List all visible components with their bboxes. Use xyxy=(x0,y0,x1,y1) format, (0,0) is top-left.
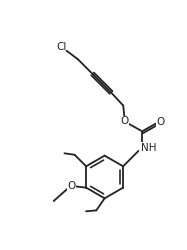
Text: O: O xyxy=(121,116,129,126)
Text: NH: NH xyxy=(141,143,157,153)
Text: O: O xyxy=(67,180,75,190)
Text: Cl: Cl xyxy=(57,42,67,52)
Text: O: O xyxy=(156,117,164,127)
